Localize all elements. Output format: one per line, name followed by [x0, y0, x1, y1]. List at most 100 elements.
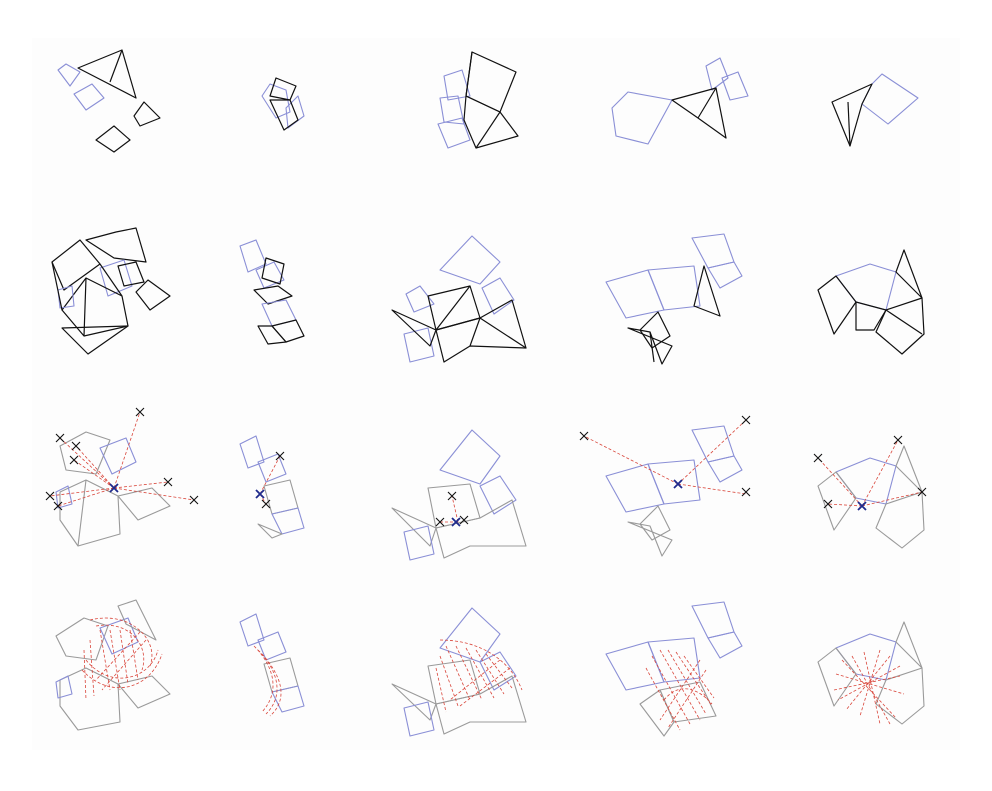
- gray-tile: [875, 491, 925, 549]
- gray-tile: [895, 621, 923, 669]
- blue-tile: [239, 435, 265, 469]
- blue-tile: [55, 485, 73, 509]
- black-tile: [61, 277, 129, 337]
- cell-3-1: [45, 407, 199, 547]
- gray-tile: [435, 675, 527, 735]
- blue-tile: [271, 507, 305, 535]
- blue-tile: [99, 617, 139, 655]
- blue-tile: [691, 425, 735, 463]
- cell-1-3: [437, 51, 519, 149]
- blue-tile: [57, 285, 75, 309]
- correspondence-field: [81, 617, 163, 701]
- blue-tile: [261, 83, 291, 119]
- black-tile: [51, 239, 101, 291]
- cell-4-3: [391, 607, 527, 737]
- gray-tile: [659, 681, 717, 723]
- blue-tile: [861, 73, 919, 125]
- blue-tile: [271, 685, 305, 713]
- correspondence-field: [435, 639, 523, 713]
- black-tile: [257, 325, 287, 345]
- gray-tile: [59, 431, 111, 475]
- black-tile: [895, 249, 923, 299]
- black-tile: [253, 285, 293, 305]
- blue-tile: [439, 607, 501, 663]
- source-marker: [857, 501, 867, 511]
- gray-tile: [391, 507, 437, 547]
- blue-tile: [691, 601, 735, 639]
- black-tile: [627, 327, 673, 365]
- blue-tile: [285, 95, 305, 129]
- blue-tile: [605, 269, 665, 319]
- blue-tile: [605, 463, 665, 513]
- blue-tile: [403, 327, 435, 363]
- blue-tile: [239, 239, 267, 273]
- blue-tile: [707, 261, 743, 289]
- source-marker: [673, 479, 683, 489]
- blue-tile: [73, 83, 105, 111]
- cell-1-4: [611, 57, 749, 145]
- black-tile: [875, 297, 925, 355]
- blue-tile: [647, 265, 701, 311]
- blue-tile: [481, 277, 515, 315]
- black-tile: [135, 279, 171, 311]
- black-tile: [85, 227, 147, 263]
- correspondence-field: [253, 645, 282, 717]
- gray-tile: [817, 647, 857, 707]
- blue-tile: [405, 285, 435, 313]
- black-tile: [133, 101, 161, 127]
- cell-2-5: [817, 249, 925, 355]
- gray-tile: [55, 617, 109, 661]
- gray-tile: [639, 689, 675, 737]
- black-tile: [855, 301, 887, 331]
- blue-tile: [705, 57, 729, 91]
- blue-tile: [479, 475, 517, 515]
- cell-2-2: [239, 239, 305, 345]
- source-marker: [451, 517, 461, 527]
- black-tile: [261, 257, 285, 285]
- row-3: [45, 407, 927, 561]
- cell-3-3: [391, 429, 527, 561]
- gray-tile: [639, 505, 671, 541]
- blue-tile: [443, 69, 471, 101]
- row-4: [55, 599, 925, 737]
- blue-tile: [55, 675, 73, 699]
- gray-tile: [875, 667, 925, 725]
- gray-tile: [627, 521, 673, 557]
- blue-tile: [99, 259, 133, 297]
- blue-tile: [439, 235, 501, 285]
- gray-tile: [817, 471, 857, 531]
- cell-2-3: [391, 235, 527, 363]
- gray-tile: [117, 675, 171, 709]
- correspondence-field: [645, 649, 715, 731]
- cell-4-4: [605, 601, 743, 737]
- blue-tile: [439, 95, 465, 125]
- gray-tile: [435, 499, 527, 559]
- row-2: [51, 227, 925, 365]
- black-tile: [639, 311, 671, 349]
- cell-2-1: [51, 227, 171, 355]
- black-tile: [61, 325, 129, 355]
- cell-1-2: [261, 77, 305, 131]
- black-tile: [427, 285, 481, 331]
- correspondence-field: [833, 649, 905, 725]
- blue-tile: [647, 459, 701, 505]
- blue-tile: [239, 613, 265, 647]
- gray-tile: [117, 599, 157, 641]
- cell-3-2: [239, 435, 305, 539]
- source-marker: [255, 489, 265, 499]
- blue-tile: [437, 117, 471, 149]
- black-tile: [671, 87, 727, 139]
- black-tile: [831, 83, 873, 147]
- blue-tile: [403, 525, 435, 561]
- blue-tile: [611, 91, 673, 145]
- blue-tile: [721, 71, 749, 101]
- gray-tile: [391, 683, 437, 721]
- black-tile: [391, 309, 437, 347]
- cell-4-2: [239, 613, 305, 717]
- blue-tile: [439, 429, 501, 485]
- cell-1-1: [57, 49, 161, 153]
- blue-tile: [57, 63, 81, 87]
- black-tile: [77, 49, 137, 99]
- cell-1-5: [831, 73, 919, 147]
- blue-tile: [257, 453, 287, 483]
